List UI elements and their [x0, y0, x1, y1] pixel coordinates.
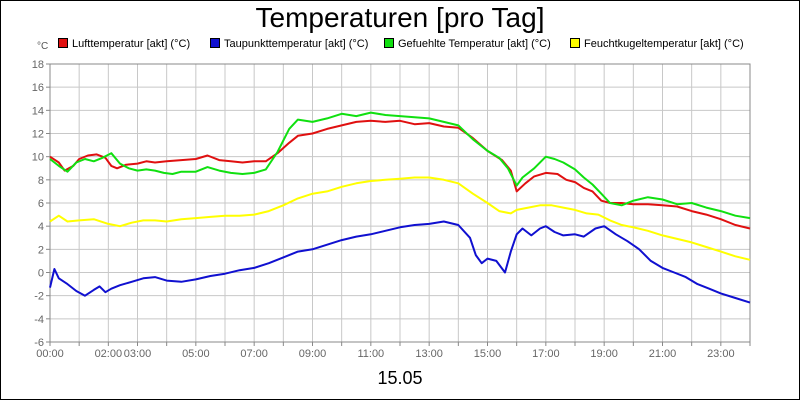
legend-item-gefuehlte-temperatur: Gefuehlte Temperatur [akt] (°C)	[384, 38, 551, 50]
y-tick-label: 14	[32, 105, 44, 117]
series-line-3	[49, 176, 751, 261]
x-tick-label: 15:00	[474, 348, 502, 360]
chart-title: Temperaturen [pro Tag]	[255, 2, 545, 33]
legend-label: Feuchtkugeltemperatur [akt] (°C)	[584, 38, 744, 50]
series-line-1	[49, 220, 751, 304]
x-tick-label: 03:00	[124, 348, 152, 360]
legend-swatch-yellow	[570, 38, 580, 48]
y-tick-label: 8	[38, 175, 44, 187]
x-tick-label: 09:00	[299, 348, 327, 360]
x-tick-label: 05:00	[182, 348, 210, 360]
y-tick-label: -4	[34, 314, 44, 326]
legend-swatch-green	[384, 38, 394, 48]
legend-item-lufttemperatur: Lufttemperatur [akt] (°C)	[58, 38, 190, 50]
series-line-2	[49, 111, 751, 220]
y-tick-label: 6	[38, 198, 44, 210]
series-layer	[49, 111, 751, 304]
grid-layer	[49, 63, 751, 343]
chart-date-label: 15.05	[377, 368, 423, 388]
legend-label: Lufttemperatur [akt] (°C)	[72, 38, 191, 50]
y-tick-label: -2	[34, 291, 44, 303]
x-tick-label: 23:00	[707, 348, 735, 360]
x-tick-label: 07:00	[240, 348, 268, 360]
y-tick-label: 16	[32, 82, 44, 94]
y-tick-label: 18	[32, 59, 44, 71]
y-axis-unit-label: °C	[37, 41, 49, 52]
x-tick-label: 02:00	[95, 348, 123, 360]
y-tick-label: 0	[38, 268, 44, 280]
x-tick-label: 17:00	[532, 348, 560, 360]
legend-item-taupunkttemperatur: Taupunkttemperatur [akt] (°C)	[210, 38, 368, 50]
x-tick-label: 13:00	[415, 348, 443, 360]
legend-label: Gefuehlte Temperatur [akt] (°C)	[398, 38, 551, 50]
y-tick-label: -6	[34, 337, 44, 349]
x-tick-label: 11:00	[357, 348, 384, 360]
x-tick-label: 00:00	[36, 348, 64, 360]
legend-swatch-red	[58, 38, 68, 48]
y-tick-label: 4	[38, 221, 44, 233]
legend-label: Taupunkttemperatur [akt] (°C)	[224, 38, 369, 50]
y-tick-label: 12	[32, 129, 44, 141]
x-tick-label: 21:00	[649, 348, 677, 360]
legend-item-feuchtkugeltemperatur: Feuchtkugeltemperatur [akt] (°C)	[570, 38, 744, 50]
axis-layer: -6 -4 -2 0 2 4 6 8 10 12 14 16 18 00:00 02:00 03:00 05:0…	[32, 59, 751, 360]
plot-border	[49, 63, 751, 343]
x-tick-label: 19:00	[590, 348, 618, 360]
legend-swatch-blue	[210, 38, 220, 48]
y-tick-label: 2	[38, 244, 44, 256]
y-tick-label: 10	[32, 152, 44, 164]
